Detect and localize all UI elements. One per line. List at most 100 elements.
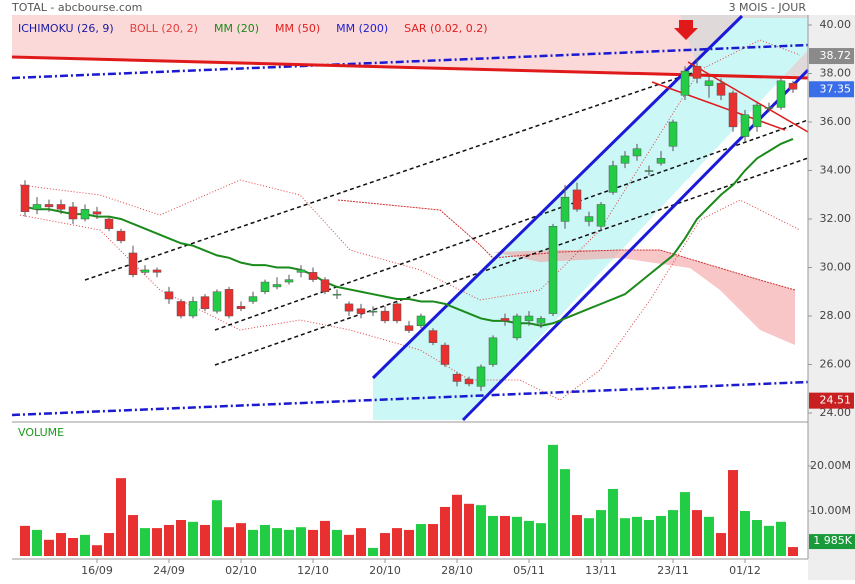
candle-body bbox=[176, 301, 186, 317]
candle-body bbox=[320, 279, 330, 292]
y-tick-label: 10.00M bbox=[810, 504, 851, 517]
volume-bar bbox=[308, 529, 318, 556]
volume-bar bbox=[524, 520, 534, 556]
volume-bar bbox=[560, 469, 570, 556]
candle-body bbox=[692, 65, 702, 79]
candle-body bbox=[440, 344, 450, 365]
candle-body bbox=[608, 165, 618, 193]
price-badge bbox=[809, 392, 854, 409]
candle-body bbox=[128, 252, 138, 276]
candle-body bbox=[272, 284, 282, 288]
trend-line bbox=[11, 55, 809, 80]
candle-body bbox=[248, 296, 258, 302]
candle-body bbox=[44, 204, 54, 208]
candle-body bbox=[104, 218, 114, 229]
volume-bar bbox=[584, 518, 594, 556]
volume-bar bbox=[668, 510, 678, 556]
trend-line bbox=[11, 43, 809, 80]
volume-bar bbox=[740, 511, 750, 556]
volume-bar bbox=[512, 516, 522, 556]
price-badge bbox=[809, 48, 854, 65]
volume-bar bbox=[536, 523, 546, 556]
candle-body bbox=[236, 306, 246, 309]
x-tick-label: 01/12 bbox=[729, 564, 761, 577]
candle-body bbox=[428, 330, 438, 343]
candle-body bbox=[20, 184, 30, 212]
volume-badge-label: 1 985K bbox=[813, 534, 852, 547]
volume-bar bbox=[776, 521, 786, 556]
volume-bar bbox=[56, 533, 66, 556]
volume-bar bbox=[104, 533, 114, 556]
y-tick-label: 38.00 bbox=[820, 67, 852, 80]
candle-body bbox=[380, 310, 390, 322]
volume-bar bbox=[572, 515, 582, 556]
y-tick-label: 24.00 bbox=[820, 406, 852, 419]
volume-bar bbox=[152, 528, 162, 556]
candle-body bbox=[536, 318, 546, 324]
volume-bar bbox=[272, 528, 282, 556]
volume-bar bbox=[32, 529, 42, 556]
chart-title: TOTAL - abcbourse.com bbox=[11, 1, 142, 14]
bollinger-upper bbox=[19, 39, 801, 301]
candle-body bbox=[488, 337, 498, 365]
volume-bar bbox=[368, 547, 378, 556]
candle-body bbox=[680, 70, 690, 96]
volume-bar bbox=[500, 515, 510, 556]
candle-body bbox=[584, 216, 594, 222]
legend-entry: MM (20) bbox=[214, 22, 259, 35]
y-tick-label: 28.00 bbox=[820, 309, 852, 322]
candle-body bbox=[560, 196, 570, 222]
volume-bar bbox=[212, 500, 222, 556]
candle-body bbox=[392, 303, 402, 322]
volume-bar bbox=[464, 503, 474, 556]
candle-body bbox=[152, 269, 162, 273]
moving-average bbox=[24, 138, 794, 327]
volume-bar bbox=[716, 533, 726, 556]
candle-body bbox=[92, 211, 102, 215]
x-tick-label: 24/09 bbox=[153, 564, 185, 577]
candle-body bbox=[68, 206, 78, 220]
candle-body bbox=[704, 80, 714, 86]
candle-body bbox=[116, 230, 126, 242]
channel-line bbox=[371, 14, 744, 380]
volume-bar bbox=[596, 510, 606, 556]
volume-bar bbox=[236, 523, 246, 556]
volume-bar bbox=[476, 505, 486, 556]
y-tick-label: 40.00 bbox=[820, 18, 852, 31]
volume-bar bbox=[452, 494, 462, 556]
trend-line bbox=[11, 380, 809, 417]
volume-bar bbox=[428, 524, 438, 556]
candle-body bbox=[752, 104, 762, 128]
volume-bar bbox=[608, 488, 618, 556]
price-badge-label: 38.72 bbox=[820, 49, 852, 62]
x-tick-label: 16/09 bbox=[81, 564, 113, 577]
candle-body bbox=[776, 80, 786, 108]
volume-bar bbox=[752, 520, 762, 556]
candle-body bbox=[728, 92, 738, 128]
candle-body bbox=[464, 378, 474, 385]
candle-body bbox=[368, 310, 378, 313]
y-tick-label: 20.00M bbox=[810, 459, 851, 472]
y-tick-label: 26.00 bbox=[820, 358, 852, 371]
candle-body bbox=[644, 170, 654, 172]
y-tick-label: 32.00 bbox=[820, 212, 852, 225]
volume-bar bbox=[80, 534, 90, 556]
candle-body bbox=[308, 272, 318, 280]
candle-body bbox=[332, 293, 342, 296]
candle-body bbox=[416, 315, 426, 326]
volume-bar bbox=[656, 515, 666, 556]
volume-bar bbox=[788, 547, 798, 556]
candle-body bbox=[212, 291, 222, 312]
candle-body bbox=[656, 158, 666, 164]
x-tick-label: 05/11 bbox=[513, 564, 545, 577]
volume-bar bbox=[200, 524, 210, 556]
volume-bar bbox=[680, 492, 690, 556]
x-tick-label: 23/11 bbox=[657, 564, 689, 577]
candle-body bbox=[164, 291, 174, 300]
legend-entry: SAR (0.02, 0.2) bbox=[404, 22, 487, 35]
candle-body bbox=[476, 366, 486, 387]
candle-body bbox=[740, 114, 750, 137]
candle-body bbox=[80, 209, 90, 220]
candle-body bbox=[32, 204, 42, 210]
